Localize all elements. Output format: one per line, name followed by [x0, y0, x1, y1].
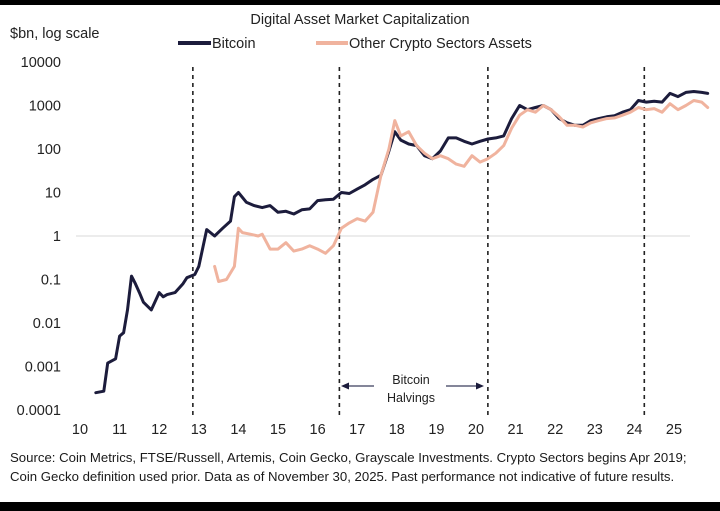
x-tick-label: 19: [428, 422, 444, 438]
arrow-right-icon: [476, 382, 484, 390]
x-tick-label: 24: [626, 422, 642, 438]
x-tick-label: 18: [389, 422, 405, 438]
y-tick-label: 0.01: [33, 316, 61, 332]
series-line-bitcoin: [94, 90, 710, 395]
x-tick-label: 10: [72, 422, 88, 438]
y-tick-label: 0.001: [25, 360, 61, 376]
x-tick-label: 17: [349, 422, 365, 438]
y-axis-label: $bn, log scale: [10, 26, 99, 42]
y-tick-label: 100: [37, 142, 61, 158]
arrow-left-icon: [341, 382, 349, 390]
y-tick-label: 1000: [29, 99, 61, 115]
series-line-other-crypto: [213, 99, 710, 283]
y-axis-ticks: 10000 1000 100 10 1 0.1 0.01 0.001 0.0001: [17, 55, 61, 419]
series-lines: [94, 90, 710, 395]
chart-title: Digital Asset Market Capitalization: [250, 12, 469, 28]
x-tick-label: 15: [270, 422, 286, 438]
x-tick-label: 14: [230, 422, 246, 438]
x-axis-ticks: 10 11 12 13 14 15 16 17 18 19 20 21 22 23 24 25: [72, 422, 682, 438]
halvings-annotation: Bitcoin Halvings: [341, 373, 484, 405]
x-tick-label: 20: [468, 422, 484, 438]
x-tick-label: 12: [151, 422, 167, 438]
x-tick-label: 23: [587, 422, 603, 438]
source-footnote: Source: Coin Metrics, FTSE/Russell, Arte…: [10, 450, 687, 484]
y-tick-label: 0.0001: [17, 403, 61, 419]
legend: Bitcoin Other Crypto Sectors Assets: [178, 36, 532, 52]
legend-label-other-crypto: Other Crypto Sectors Assets: [349, 36, 532, 52]
y-tick-label: 1: [53, 229, 61, 245]
x-tick-label: 21: [508, 422, 524, 438]
legend-label-bitcoin: Bitcoin: [212, 36, 256, 52]
y-tick-label: 10000: [21, 55, 61, 71]
annotation-halvings: Halvings: [387, 391, 435, 405]
x-tick-label: 13: [191, 422, 207, 438]
y-tick-label: 0.1: [41, 273, 61, 289]
x-tick-label: 22: [547, 422, 563, 438]
x-tick-label: 11: [112, 422, 127, 438]
x-tick-label: 25: [666, 422, 682, 438]
chart-frame: Digital Asset Market Capitalization $bn,…: [0, 5, 720, 502]
y-tick-label: 10: [45, 186, 61, 202]
market-cap-chart: Digital Asset Market Capitalization $bn,…: [10, 12, 710, 438]
x-tick-label: 16: [310, 422, 326, 438]
halving-lines: [192, 67, 646, 415]
annotation-bitcoin: Bitcoin: [392, 373, 430, 387]
